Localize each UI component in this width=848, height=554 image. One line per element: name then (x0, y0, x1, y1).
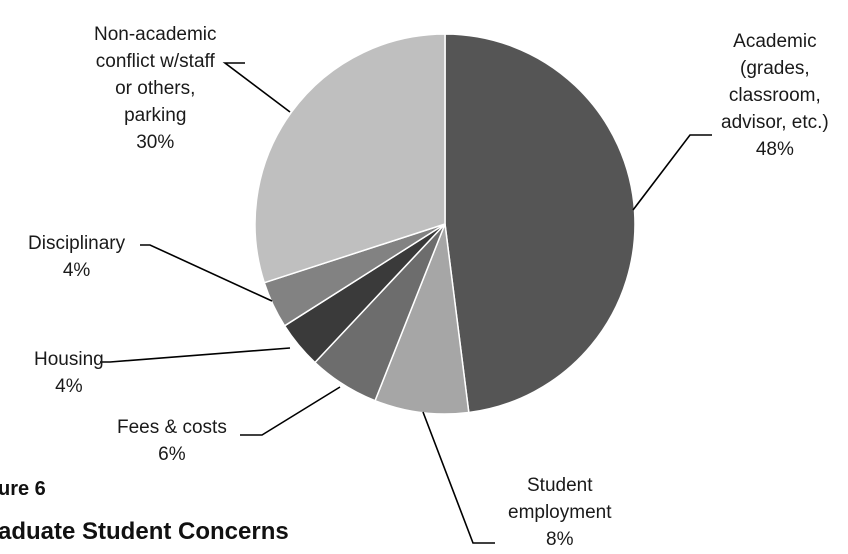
leader-line-3 (100, 347, 291, 363)
slice-name: Non-academic conflict w/staff or others,… (94, 24, 217, 126)
slice-label-1: Student employment 8% (508, 472, 612, 553)
slice-name: Housing (34, 349, 104, 370)
slice-percent: 4% (55, 376, 83, 397)
slice-percent: 48% (755, 139, 794, 160)
leader-line-1 (422, 411, 495, 544)
pie-slice-0 (444, 33, 636, 414)
slice-percent: 6% (158, 444, 186, 465)
leader-line-5 (222, 62, 291, 113)
leader-line-2 (240, 386, 341, 436)
slice-label-3: Housing 4% (34, 346, 104, 400)
figure-title: aduate Student Concerns (0, 518, 289, 545)
slice-percent: 30% (136, 132, 175, 153)
slice-percent: 8% (546, 529, 574, 550)
slice-label-5: Non-academic conflict w/staff or others,… (94, 21, 217, 156)
leader-line-4 (140, 244, 273, 302)
slice-name: Fees & costs (117, 417, 227, 438)
slice-label-0: Academic (grades, classroom, advisor, et… (721, 28, 829, 163)
figure-label: ure 6 (0, 478, 46, 500)
slice-percent: 4% (62, 260, 91, 281)
slice-label-4: Disciplinary 4% (28, 230, 125, 284)
slice-label-2: Fees & costs 6% (117, 414, 227, 468)
slice-name: Student employment (508, 475, 612, 523)
leader-line-0 (632, 134, 712, 211)
pie-slice-5 (254, 33, 446, 284)
slice-name: Disciplinary (28, 233, 126, 254)
pie-slice-1 (374, 223, 470, 415)
slice-name: Academic (grades, classroom, advisor, et… (721, 31, 829, 133)
